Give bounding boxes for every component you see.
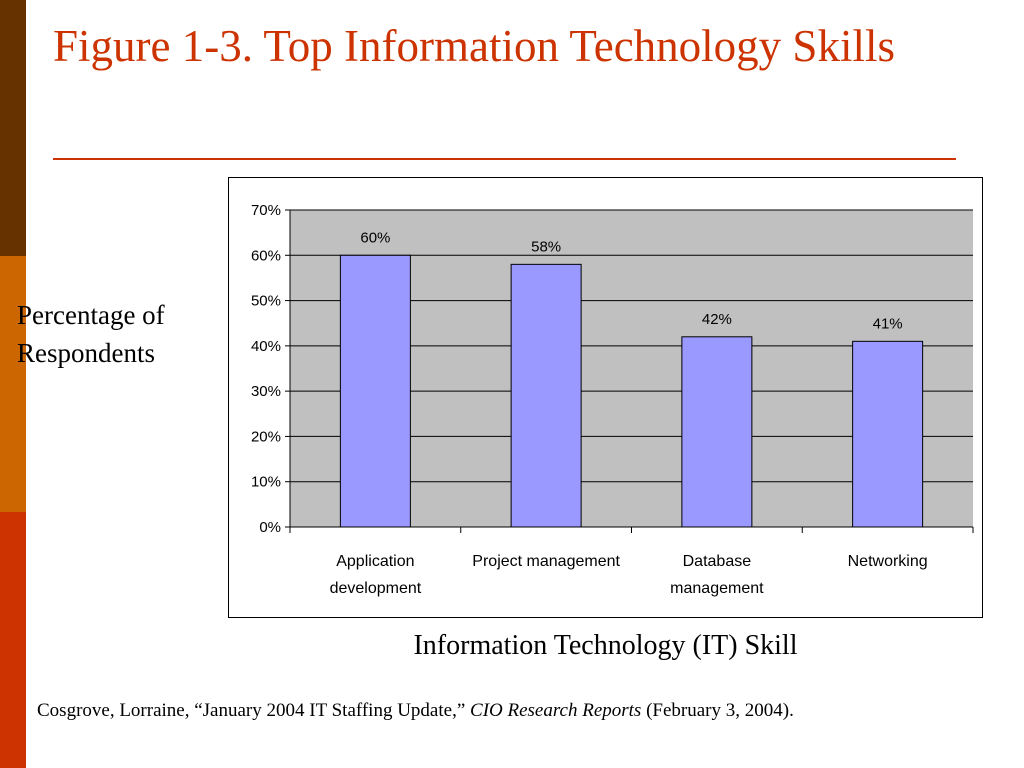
y-tick-label: 0% (259, 519, 281, 536)
y-tick-label: 30% (251, 383, 281, 400)
data-label: 60% (360, 229, 390, 246)
bar (681, 336, 753, 528)
category-label: Database (683, 553, 752, 570)
bar (339, 254, 411, 528)
data-label: 42% (702, 311, 732, 328)
category-label: Project management (472, 553, 620, 570)
slide-title: Figure 1-3. Top Information Technology S… (53, 21, 895, 71)
y-tick-label: 70% (251, 202, 281, 219)
decor-stripe-middle (0, 256, 26, 512)
citation-source: CIO Research Reports (470, 700, 642, 721)
y-tick-label: 10% (251, 474, 281, 491)
citation-date: (February 3, 2004). (641, 700, 794, 721)
y-tick-label: 40% (251, 338, 281, 355)
y-tick-label: 60% (251, 247, 281, 264)
category-label: management (670, 580, 764, 597)
decor-stripe-bottom (0, 512, 26, 768)
y-tick-label: 20% (251, 428, 281, 445)
bar (510, 263, 582, 528)
category-label: Networking (848, 553, 928, 570)
bar (852, 340, 924, 528)
data-label: 58% (531, 238, 561, 255)
y-axis-title: Percentage of Respondents (17, 300, 165, 368)
category-label: development (330, 580, 422, 597)
decor-stripe-top (0, 0, 26, 256)
x-axis-title: Information Technology (IT) Skill (413, 630, 798, 661)
citation: Cosgrove, Lorraine, “January 2004 IT Sta… (37, 700, 997, 722)
category-label: Application (336, 553, 414, 570)
y-tick-label: 50% (251, 293, 281, 310)
title-underline (53, 158, 956, 160)
bar-chart: 0% 10% 20% 30% 40% 50% 60% 70% 60% Application dev… (251, 202, 974, 597)
data-label: 41% (873, 315, 903, 332)
citation-text: Cosgrove, Lorraine, “January 2004 IT Sta… (37, 700, 471, 721)
